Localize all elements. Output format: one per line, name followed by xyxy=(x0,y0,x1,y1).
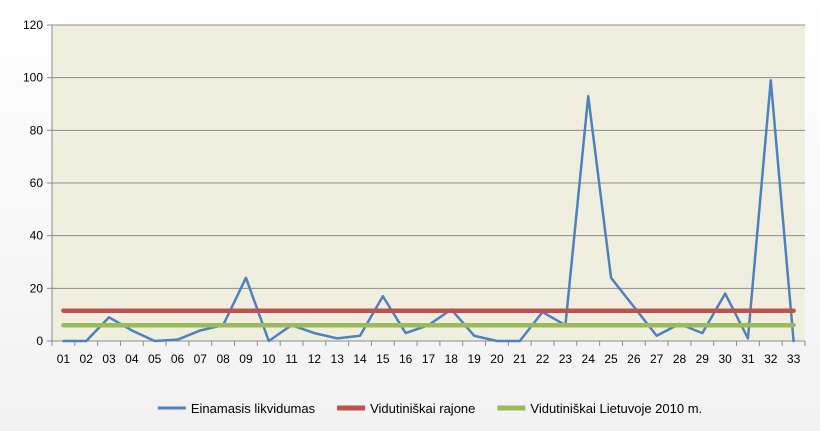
x-tick-label: 28 xyxy=(673,352,687,366)
x-tick-label: 14 xyxy=(353,352,367,366)
x-tick-label: 19 xyxy=(467,352,481,366)
x-tick-label: 16 xyxy=(399,352,413,366)
x-tick-label: 24 xyxy=(582,352,596,366)
x-tick-label: 21 xyxy=(513,352,527,366)
x-tick-label: 05 xyxy=(148,352,162,366)
legend-item: Vidutiniškai Lietuvoje 2010 m. xyxy=(497,401,702,416)
x-tick-label: 01 xyxy=(57,352,71,366)
series-lines xyxy=(61,79,796,343)
axes: 0 20 40 60 80 100 120 01 02 03 04 05 06 07 08 09 10 11 12 1… xyxy=(23,18,806,366)
x-tick-label: 12 xyxy=(308,352,322,366)
legend-item: Einamasis likvidumas xyxy=(157,401,316,416)
x-tick-label: 25 xyxy=(604,352,618,366)
x-tick-label: 03 xyxy=(102,352,116,366)
x-tick-label: 06 xyxy=(171,352,185,366)
y-tick-label: 40 xyxy=(30,229,44,243)
gridlines xyxy=(52,24,805,289)
x-tick-label: 27 xyxy=(650,352,664,366)
legend: Einamasis likvidumas Vidutiniškai rajone V… xyxy=(157,401,702,416)
y-tick-label: 120 xyxy=(23,18,43,32)
legend-label: Vidutiniškai rajone xyxy=(370,401,475,416)
x-tick-label: 32 xyxy=(764,352,778,366)
x-tick-label: 26 xyxy=(627,352,641,366)
x-tick-label: 08 xyxy=(216,352,230,366)
legend-label: Einamasis likvidumas xyxy=(191,401,316,416)
x-tick-label: 09 xyxy=(239,352,253,366)
x-tick-label: 30 xyxy=(718,352,732,366)
legend-label: Vidutiniškai Lietuvoje 2010 m. xyxy=(530,401,702,416)
y-tick-label: 0 xyxy=(36,334,43,348)
y-tick-label: 60 xyxy=(30,176,44,190)
x-tick-label: 31 xyxy=(741,352,755,366)
x-tick-label: 04 xyxy=(125,352,139,366)
x-tick-label: 10 xyxy=(262,352,276,366)
x-tick-label: 18 xyxy=(445,352,459,366)
x-tick-label: 20 xyxy=(490,352,504,366)
y-tick-label: 20 xyxy=(30,281,44,295)
x-tick-label: 07 xyxy=(194,352,208,366)
y-tick-label: 80 xyxy=(30,123,44,137)
x-tick-label: 11 xyxy=(285,352,298,366)
x-tick-label: 33 xyxy=(787,352,801,366)
x-tick-label: 02 xyxy=(80,352,94,366)
y-tick-label: 100 xyxy=(23,71,43,85)
x-tick-label: 15 xyxy=(376,352,390,366)
x-tick-label: 29 xyxy=(696,352,710,366)
x-tick-label: 23 xyxy=(559,352,573,366)
x-tick-label: 13 xyxy=(331,352,345,366)
x-tick-label: 17 xyxy=(422,352,436,366)
x-tick-label: 22 xyxy=(536,352,550,366)
legend-item: Vidutiniškai rajone xyxy=(337,401,475,416)
